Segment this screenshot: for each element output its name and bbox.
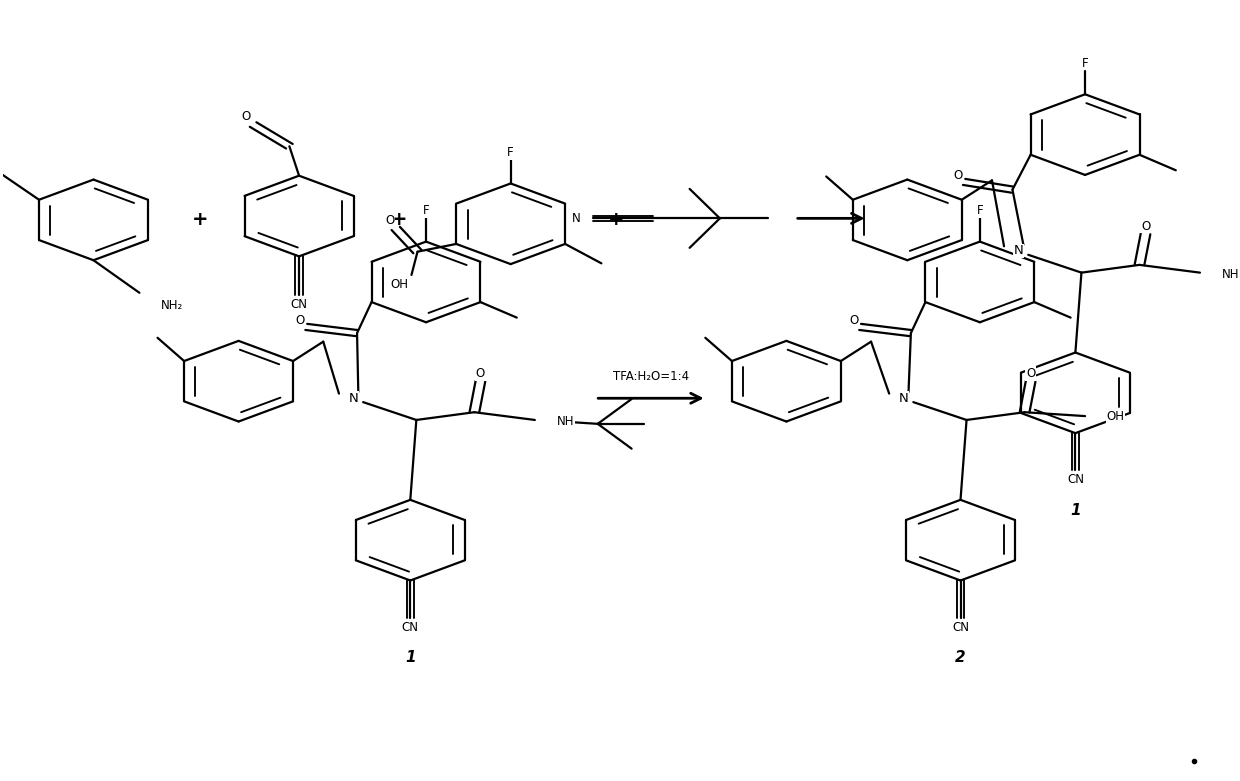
Text: O: O — [1141, 219, 1151, 233]
Text: F: F — [507, 146, 513, 159]
Text: F: F — [423, 204, 429, 217]
Text: N: N — [572, 212, 580, 225]
Text: NH: NH — [1221, 268, 1239, 280]
Text: N: N — [899, 392, 909, 405]
Text: NH₂: NH₂ — [161, 299, 184, 312]
Text: +: + — [608, 210, 624, 230]
Text: OH: OH — [1107, 409, 1125, 423]
Text: O: O — [1025, 367, 1035, 380]
Text: +: + — [391, 210, 408, 230]
Text: O: O — [242, 110, 250, 123]
Text: CN: CN — [1066, 473, 1084, 487]
Text: O: O — [476, 367, 485, 380]
Text: F: F — [1081, 57, 1089, 70]
Text: 1: 1 — [405, 651, 415, 665]
Text: TFA:H₂O=1:4: TFA:H₂O=1:4 — [613, 369, 689, 383]
Text: F: F — [977, 204, 983, 217]
Text: NH: NH — [557, 415, 574, 428]
Text: N: N — [348, 392, 358, 405]
Text: 2: 2 — [955, 651, 966, 665]
Text: 1: 1 — [1070, 503, 1081, 518]
Text: CN: CN — [402, 621, 419, 633]
Text: O: O — [295, 314, 305, 327]
Text: OH: OH — [391, 278, 408, 291]
Text: CN: CN — [952, 621, 968, 633]
Text: O: O — [954, 169, 962, 182]
Text: O: O — [849, 314, 858, 327]
Text: +: + — [192, 210, 208, 230]
Text: CN: CN — [290, 298, 308, 311]
Text: N: N — [1013, 244, 1023, 258]
Text: O: O — [386, 214, 394, 227]
